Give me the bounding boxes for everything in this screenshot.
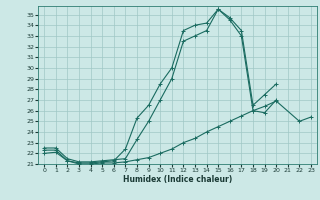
X-axis label: Humidex (Indice chaleur): Humidex (Indice chaleur) bbox=[123, 175, 232, 184]
